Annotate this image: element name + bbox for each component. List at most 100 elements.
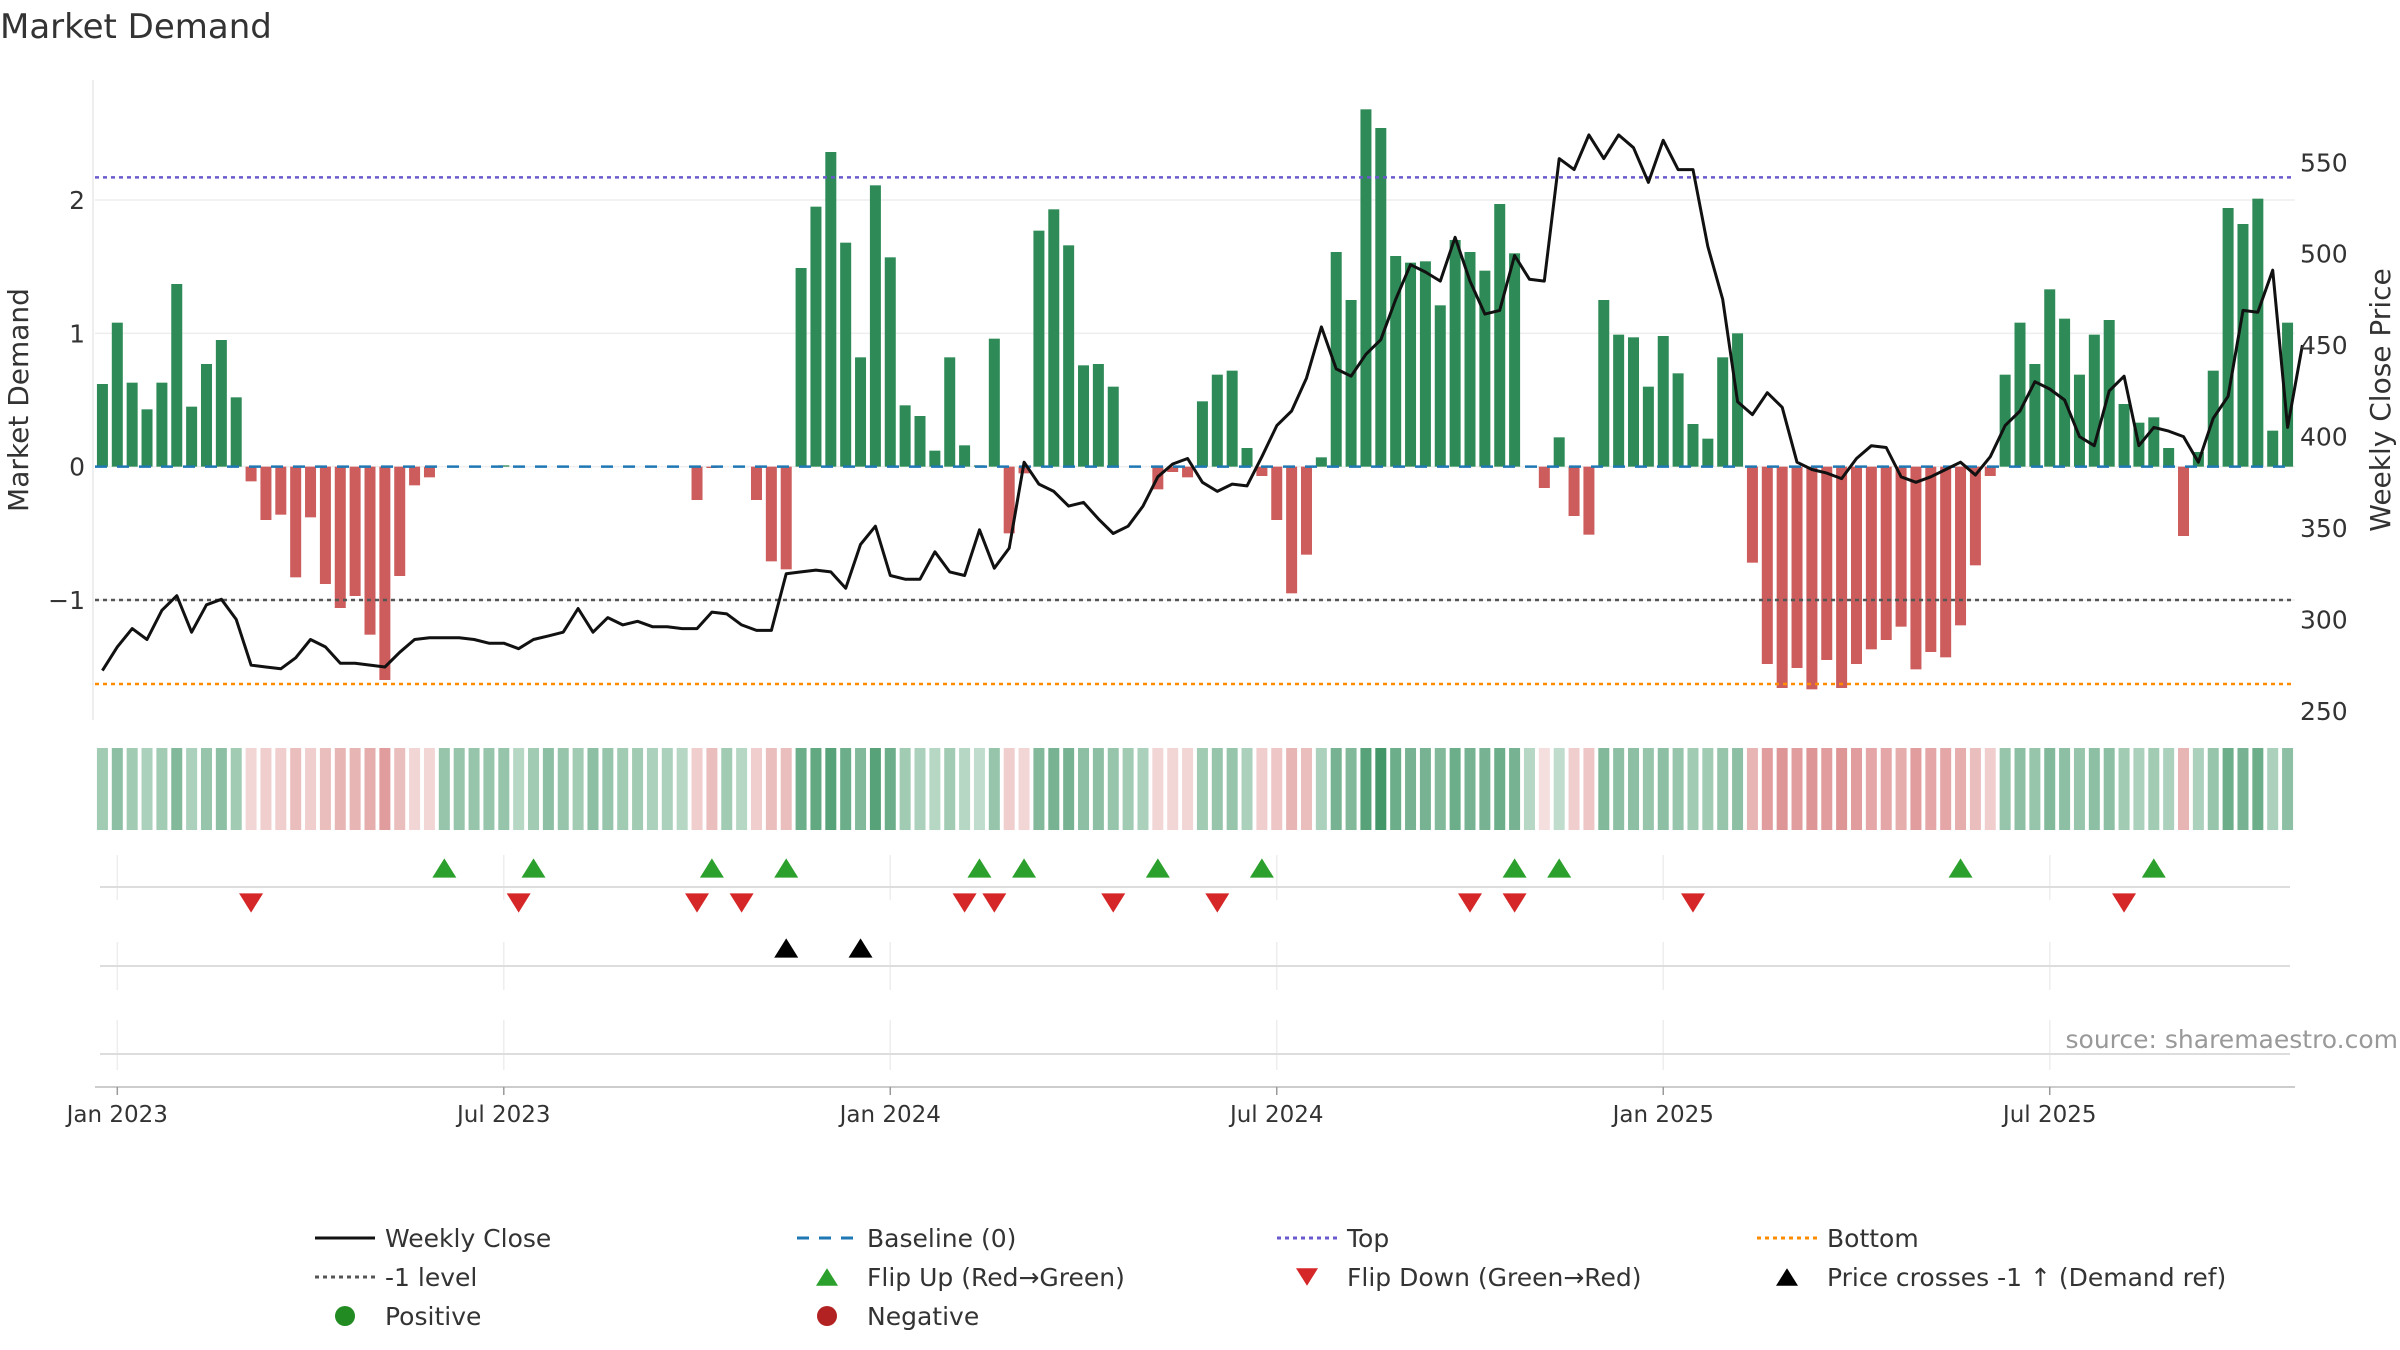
heat-strip-cell bbox=[2133, 748, 2145, 830]
heat-strip-cell bbox=[1390, 748, 1402, 830]
heat-strip-cell bbox=[1553, 748, 1565, 830]
positive-demand-bar bbox=[1642, 386, 1654, 467]
legend-label: Flip Down (Green→Red) bbox=[1347, 1263, 1642, 1292]
flip-down-marker bbox=[729, 893, 754, 913]
y2-axis-ticks: 550 500 450 400 350 300 250 bbox=[2300, 148, 2348, 726]
y2-axis-label: Weekly Close Price bbox=[2364, 268, 2397, 531]
heat-strip-cell bbox=[1122, 748, 1134, 830]
flip-up-marker bbox=[1012, 858, 1037, 878]
source-note: source: sharemaestro.com bbox=[2066, 1025, 2399, 1054]
heat-strip-cell bbox=[617, 748, 629, 830]
negative-demand-bar bbox=[750, 466, 762, 500]
heat-strip-cell bbox=[438, 748, 450, 830]
flip-down-marker bbox=[1101, 893, 1126, 913]
negative-demand-bar bbox=[1880, 466, 1892, 640]
negative-demand-bar bbox=[1984, 466, 1996, 476]
legend-label: Bottom bbox=[1827, 1224, 1919, 1253]
heat-strip-cell bbox=[364, 748, 376, 830]
heat-strip-cell bbox=[1806, 748, 1818, 830]
heat-strip-cell bbox=[468, 748, 480, 830]
negative-demand-bar bbox=[1167, 466, 1179, 472]
negative-demand-bar bbox=[1895, 466, 1907, 627]
heat-strip-cell bbox=[1018, 748, 1030, 830]
heat-strip-cell bbox=[1761, 748, 1773, 830]
negative-demand-bar bbox=[1865, 466, 1877, 650]
positive-demand-bar bbox=[1494, 204, 1506, 467]
positive-demand-bar bbox=[1419, 261, 1431, 467]
positive-demand-bar bbox=[96, 384, 108, 467]
positive-demand-bar bbox=[230, 397, 242, 467]
heat-strip-cell bbox=[379, 748, 391, 830]
chart-title: Market Demand bbox=[0, 7, 272, 47]
heat-strip-cell bbox=[1003, 748, 1015, 830]
positive-demand-bar bbox=[2029, 364, 2041, 467]
positive-demand-bar bbox=[2252, 198, 2264, 467]
heat-strip-cell bbox=[542, 748, 554, 830]
heat-strip-cell bbox=[1969, 748, 1981, 830]
heat-strip-cell bbox=[334, 748, 346, 830]
heat-strip-cell bbox=[2282, 748, 2294, 830]
negative-demand-bar bbox=[1003, 466, 1015, 534]
heat-strip-cell bbox=[899, 748, 911, 830]
heat-strip-cell bbox=[1836, 748, 1848, 830]
positive-demand-bar bbox=[840, 242, 852, 467]
positive-demand-bar bbox=[914, 416, 926, 467]
positive-demand-bar bbox=[884, 257, 896, 467]
negative-demand-bar bbox=[364, 466, 376, 635]
heat-strip-cell bbox=[1405, 748, 1417, 830]
heat-strip-cell bbox=[1583, 748, 1595, 830]
positive-demand-bar bbox=[1702, 438, 1714, 467]
heat-strip-cell bbox=[1419, 748, 1431, 830]
negative-demand-bar bbox=[1583, 466, 1595, 535]
heat-strip-cell bbox=[973, 748, 985, 830]
heat-strip-cell bbox=[1880, 748, 1892, 830]
heat-strip-cell bbox=[691, 748, 703, 830]
positive-demand-bar bbox=[1107, 386, 1119, 467]
heat-strip-cell bbox=[260, 748, 272, 830]
heat-strip-cell bbox=[2014, 748, 2026, 830]
heat-strip-cell bbox=[1196, 748, 1208, 830]
flip-markers-row bbox=[100, 855, 2290, 913]
flip-up-marker bbox=[521, 858, 546, 878]
heat-strip-cell bbox=[305, 748, 317, 830]
heat-strip-cell bbox=[1984, 748, 1996, 830]
heat-strip-cell bbox=[483, 748, 495, 830]
heat-strip-cell bbox=[929, 748, 941, 830]
heat-strip-cell bbox=[409, 748, 421, 830]
heat-strip-cell bbox=[1345, 748, 1357, 830]
positive-demand-bar bbox=[1315, 457, 1327, 467]
positive-demand-bar bbox=[944, 357, 956, 467]
positive-demand-bar bbox=[2282, 322, 2294, 467]
flip-up-marker bbox=[1547, 858, 1572, 878]
y-axis-label: Market Demand bbox=[2, 288, 35, 512]
positive-demand-bar bbox=[1553, 437, 1565, 467]
heat-strip-cell bbox=[587, 748, 599, 830]
heat-strip-cell bbox=[1746, 748, 1758, 830]
heat-strip-cell bbox=[1613, 748, 1625, 830]
heat-strip-cell bbox=[1717, 748, 1729, 830]
positive-demand-bar bbox=[1405, 262, 1417, 467]
heat-strip-cell bbox=[1523, 748, 1535, 830]
legend-swatch-positive bbox=[335, 1306, 355, 1326]
negative-demand-bar bbox=[275, 466, 287, 515]
heat-strip-cell bbox=[884, 748, 896, 830]
heat-strip-cell bbox=[2207, 748, 2219, 830]
positive-demand-bar bbox=[1434, 305, 1446, 467]
flip-down-marker bbox=[506, 893, 531, 913]
negative-demand-bar bbox=[1300, 466, 1312, 555]
positive-demand-bar bbox=[141, 409, 153, 467]
positive-demand-bar bbox=[1657, 336, 1669, 467]
heat-strip-cell bbox=[2192, 748, 2204, 830]
positive-demand-bar bbox=[1999, 374, 2011, 467]
flip-down-marker bbox=[2112, 893, 2137, 913]
heat-strip-cell bbox=[795, 748, 807, 830]
y2-tick-label: 400 bbox=[2300, 423, 2348, 452]
negative-demand-bar bbox=[1256, 466, 1268, 476]
negative-demand-bar bbox=[1182, 466, 1194, 478]
y2-tick-label: 550 bbox=[2300, 148, 2348, 177]
legend-label: -1 level bbox=[385, 1263, 477, 1292]
flip-up-marker bbox=[2141, 858, 2166, 878]
positive-demand-bar bbox=[1464, 252, 1476, 467]
heat-strip-cell bbox=[453, 748, 465, 830]
heat-strip-cell bbox=[1107, 748, 1119, 830]
